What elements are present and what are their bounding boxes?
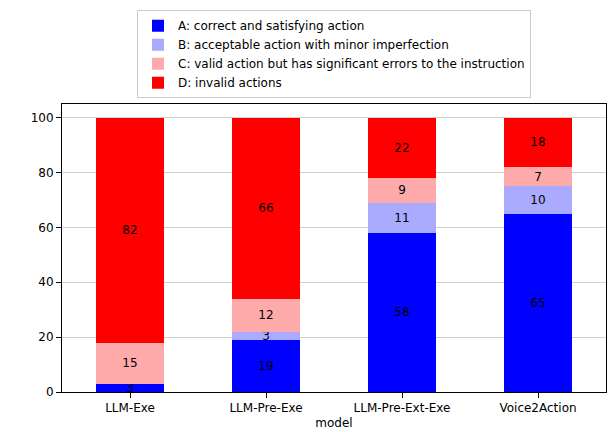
svg-text:D: invalid actions: D: invalid actions xyxy=(178,76,282,90)
svg-text:12: 12 xyxy=(258,308,273,322)
svg-text:LLM-Pre-Exe: LLM-Pre-Exe xyxy=(229,401,302,415)
svg-text:B: acceptable action with mino: B: acceptable action with minor imperfec… xyxy=(178,38,449,52)
svg-text:18: 18 xyxy=(530,135,545,149)
svg-text:9: 9 xyxy=(398,183,406,197)
svg-text:0: 0 xyxy=(46,385,54,399)
svg-text:66: 66 xyxy=(258,201,273,215)
svg-text:58: 58 xyxy=(394,305,409,319)
svg-text:LLM-Pre-Ext-Exe: LLM-Pre-Ext-Exe xyxy=(354,401,451,415)
svg-text:3: 3 xyxy=(262,329,270,343)
svg-text:20: 20 xyxy=(38,330,53,344)
svg-text:60: 60 xyxy=(38,221,53,235)
svg-text:10: 10 xyxy=(530,193,545,207)
svg-text:80: 80 xyxy=(38,166,53,180)
svg-text:100: 100 xyxy=(31,111,54,125)
svg-text:3: 3 xyxy=(126,381,134,395)
svg-text:A: correct and satisfying acti: A: correct and satisfying action xyxy=(178,19,364,33)
svg-text:82: 82 xyxy=(122,223,137,237)
svg-text:Voice2Action: Voice2Action xyxy=(499,401,576,415)
svg-text:19: 19 xyxy=(258,359,273,373)
svg-text:model: model xyxy=(315,416,352,430)
svg-text:65: 65 xyxy=(530,296,545,310)
svg-text:15: 15 xyxy=(122,356,137,370)
svg-text:11: 11 xyxy=(394,211,409,225)
svg-text:LLM-Exe: LLM-Exe xyxy=(105,401,155,415)
svg-text:C: valid action but has signif: C: valid action but has significant erro… xyxy=(178,57,525,71)
svg-text:22: 22 xyxy=(394,141,409,155)
svg-text:40: 40 xyxy=(38,275,53,289)
svg-text:7: 7 xyxy=(534,170,542,184)
